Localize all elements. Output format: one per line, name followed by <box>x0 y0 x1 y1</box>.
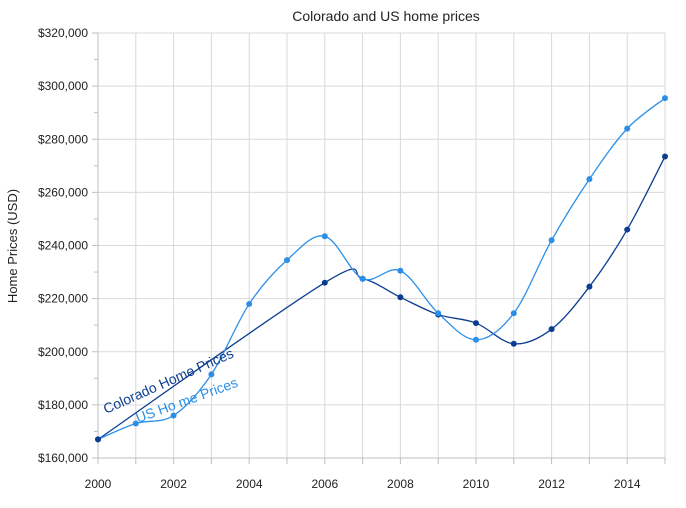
us-home-prices-point <box>586 176 593 183</box>
x-tick-label: 2008 <box>387 477 414 491</box>
series-lines <box>97 97 666 441</box>
y-tick-label: $280,000 <box>38 132 88 146</box>
y-tick-label: $300,000 <box>38 79 88 93</box>
us-home-prices-point <box>359 275 366 282</box>
colorado-home-prices-point <box>662 153 668 160</box>
colorado-home-prices-point <box>624 226 631 233</box>
us-home-prices-point <box>321 233 328 240</box>
x-tick-label: 2000 <box>85 477 112 491</box>
x-tick-label: 2012 <box>538 477 565 491</box>
x-tick-label: 2006 <box>311 477 338 491</box>
y-axis-label: Home Prices (USD) <box>5 189 20 303</box>
us-home-prices-point <box>132 420 139 427</box>
us-home-prices-point <box>246 300 253 307</box>
x-tick-label: 2004 <box>236 477 263 491</box>
us-home-prices-point <box>435 310 442 317</box>
us-home-prices-point <box>510 310 517 317</box>
axes: $160,000 $180,000 $200,000 $220,000 $240,000… <box>38 26 666 491</box>
us-home-prices-point <box>624 125 631 132</box>
colorado-home-prices-point <box>586 283 593 290</box>
y-tick-label: $180,000 <box>38 398 88 412</box>
x-tick-label: 2010 <box>463 477 490 491</box>
colorado-home-prices-point <box>321 279 328 286</box>
us-home-prices-point <box>473 336 479 343</box>
us-home-prices-line <box>97 97 666 441</box>
y-tick-label: $220,000 <box>38 292 88 306</box>
colorado-home-prices-point <box>510 340 517 347</box>
colorado-home-prices-point <box>473 320 479 327</box>
colorado-home-prices-point <box>548 326 555 333</box>
y-tick-label: $260,000 <box>38 185 88 199</box>
us-home-prices-point <box>548 237 555 244</box>
origin-point <box>95 436 101 443</box>
y-tick-label: $160,000 <box>38 451 88 465</box>
chart-title: Colorado and US home prices <box>292 8 480 24</box>
us-home-prices-point <box>662 95 668 102</box>
y-tick-label: $240,000 <box>38 239 88 253</box>
colorado-home-prices-point <box>397 294 404 301</box>
y-tick-label: $200,000 <box>38 345 88 359</box>
us-home-prices-point <box>208 371 215 378</box>
grid <box>97 32 666 459</box>
us-home-prices-point <box>170 412 177 419</box>
y-tick-label: $320,000 <box>38 26 88 40</box>
data-points <box>95 95 668 443</box>
us-home-prices-point <box>397 267 404 274</box>
us-home-prices-point <box>284 257 290 264</box>
x-tick-label: 2002 <box>160 477 187 491</box>
x-tick-label: 2014 <box>614 477 641 491</box>
